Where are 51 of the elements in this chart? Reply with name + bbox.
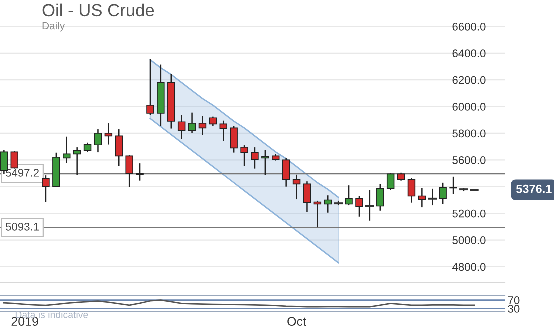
candlestick: [439, 182, 447, 204]
candlestick: [63, 136, 71, 164]
y-tick-label: 5000.0: [452, 236, 486, 244]
candlestick: [115, 130, 123, 166]
candlestick: [10, 152, 18, 169]
candlestick: [230, 126, 238, 153]
candlestick: [126, 156, 134, 188]
candlestick: [188, 112, 196, 134]
candlestick: [240, 146, 248, 166]
candlestick: [324, 196, 332, 213]
chart-title: Oil - US Crude: [42, 4, 154, 17]
candlestick: [345, 186, 353, 206]
candlestick: [262, 150, 270, 176]
y-tick-label: 5600.0: [452, 156, 486, 164]
line-series: [3, 300, 476, 308]
y-tick-label: 6600.0: [452, 22, 486, 31]
candlestick: [450, 176, 458, 194]
text: 5376.1: [516, 184, 552, 194]
y-tick-label: 5800.0: [452, 130, 486, 138]
candlestick: [136, 164, 144, 181]
candlestick: [104, 124, 113, 145]
text: Daily: [42, 22, 66, 32]
ref-line-label: 5497.2: [6, 169, 39, 177]
candlestick: [376, 184, 384, 211]
candlestick: [42, 176, 50, 202]
candlestick: [282, 158, 290, 187]
y-tick-label: 5200.0: [452, 210, 486, 218]
x-tick-label: Oct: [288, 317, 306, 326]
y-tick-label: 6200.0: [452, 76, 486, 84]
candlestick: [366, 190, 374, 221]
y-tick-label: 6400.0: [452, 50, 486, 58]
candlestick: [251, 148, 259, 169]
candlestick: [198, 116, 207, 136]
candlestick: [408, 178, 416, 203]
ref-line-label: 5093.1: [6, 222, 39, 231]
candlestick: [303, 182, 312, 212]
x-tick-label: 2019: [12, 317, 38, 326]
candlestick: [428, 188, 438, 206]
candlestick: [356, 196, 364, 217]
candlestick: [73, 148, 82, 176]
candlestick: [220, 120, 228, 142]
y-tick-label: 6000.0: [452, 103, 486, 111]
y-tick-label: 4800.0: [452, 263, 486, 272]
y-tick-label: 70: [508, 296, 520, 304]
candlestick: [386, 174, 395, 190]
candlestick: [94, 130, 102, 153]
y-tick-label: 30: [508, 305, 520, 313]
annotation: Data is indicative: [16, 311, 88, 318]
candlestick: [292, 174, 301, 200]
candlestick: [418, 188, 426, 208]
candlestick: [178, 116, 186, 140]
